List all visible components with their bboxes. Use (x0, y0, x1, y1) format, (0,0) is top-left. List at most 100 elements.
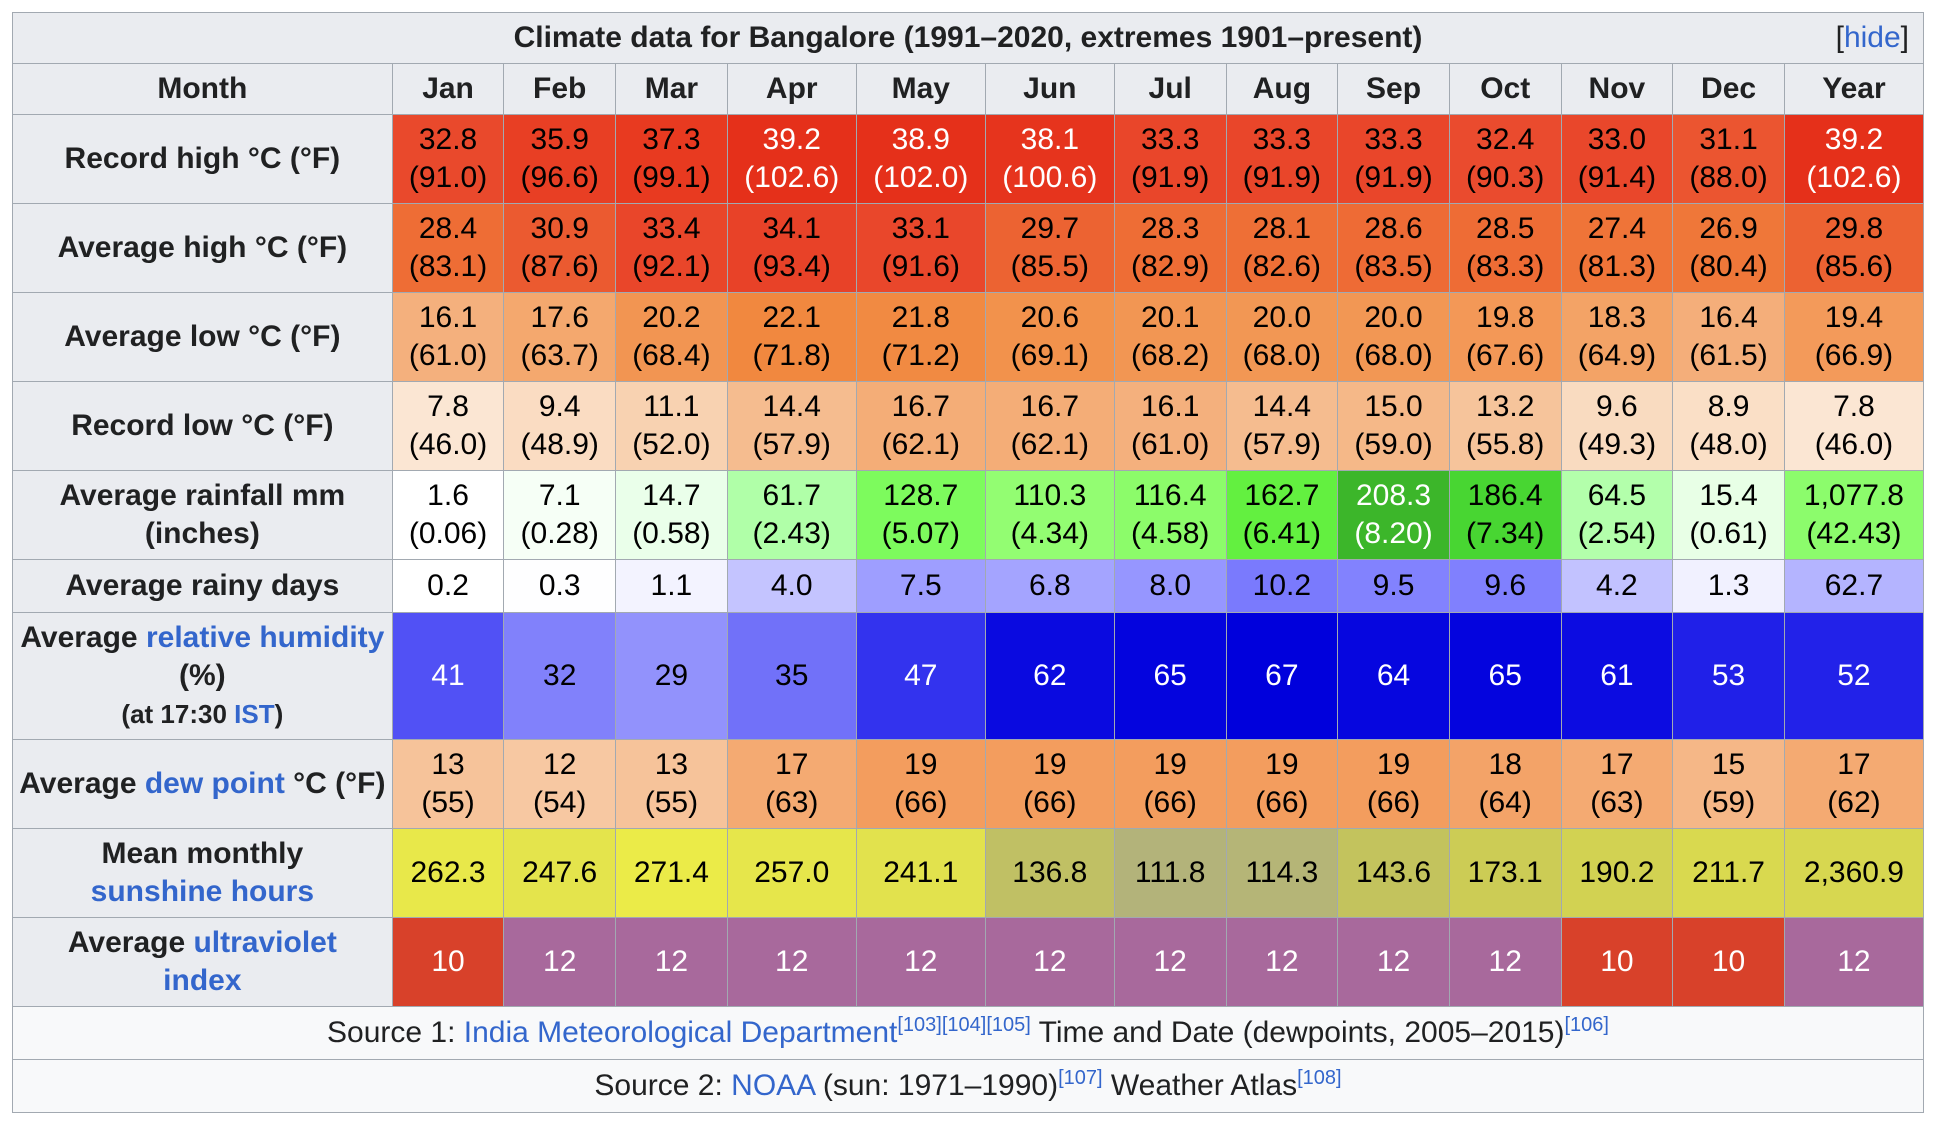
cell-value-imperial: (46.0) (1814, 428, 1894, 461)
cell-value-imperial: (92.1) (632, 250, 711, 283)
data-cell: 53 (1672, 612, 1785, 740)
cell-value-imperial: (82.6) (1242, 250, 1322, 283)
cell-value-imperial: (61.0) (1131, 428, 1210, 461)
cell-value-imperial: (99.1) (632, 161, 711, 194)
citation-superscript: [107] (1058, 1067, 1102, 1089)
row-header-link[interactable]: relative humidity (145, 621, 385, 654)
table-row: Average relative humidity (%) (at 17:30 I… (12, 612, 1925, 740)
cell-value: 16.1 (418, 301, 478, 334)
data-cell: 38.9 (102.0) (855, 114, 986, 204)
data-cell: 1.6 (0.06) (391, 470, 505, 560)
cell-value: 67 (1265, 659, 1299, 692)
cell-value-imperial: (87.6) (520, 250, 599, 283)
row-header: Average relative humidity (%) (at 17:30 I… (12, 612, 393, 740)
data-cell: 12 (503, 917, 617, 1007)
citation-link[interactable]: [107] (1058, 1067, 1103, 1089)
cell-value: 38.9 (891, 123, 950, 156)
cell-value: 33.4 (642, 212, 701, 245)
climate-table: Climate data for Bangalore (1991–2020, e… (12, 12, 1925, 1113)
column-header-feb: Feb (503, 63, 617, 115)
cell-value: 65 (1153, 659, 1187, 692)
row-header-link[interactable]: sunshine hours (90, 875, 315, 908)
data-cell: 14.4 (57.9) (1225, 381, 1339, 471)
source-link[interactable]: NOAA (731, 1069, 815, 1102)
data-cell: 8.0 (1113, 559, 1227, 613)
cell-value-imperial: (68.0) (1354, 339, 1433, 372)
data-cell: 13.2 (55.8) (1448, 381, 1562, 471)
data-cell: 173.1 (1448, 828, 1562, 918)
table-row: Mean monthly sunshine hours 262.3 247.6 271.… (12, 828, 1925, 918)
cell-value: 173.1 (1467, 856, 1543, 889)
data-cell: 67 (1225, 612, 1339, 740)
data-cell: 247.6 (503, 828, 617, 918)
data-cell: 12 (615, 917, 728, 1007)
row-header-link[interactable]: index (163, 964, 242, 997)
cell-value: 15.4 (1699, 479, 1758, 512)
data-cell: 20.1 (68.2) (1113, 292, 1227, 382)
cell-value: 9.6 (1596, 390, 1638, 423)
cell-value: 26.9 (1699, 212, 1758, 245)
cell-value: 34.1 (762, 212, 821, 245)
cell-value: 64 (1376, 659, 1411, 692)
data-cell: 15.4 (0.61) (1672, 470, 1785, 560)
data-cell: 114.3 (1225, 828, 1339, 918)
data-cell: 62.7 (1783, 559, 1925, 613)
cell-value-imperial: (55) (421, 786, 475, 819)
citation-superscript: [103][104][105] (897, 1014, 1030, 1036)
cell-value: 32 (543, 659, 577, 692)
citation-link[interactable]: [108] (1297, 1067, 1342, 1089)
cell-value: 9.6 (1484, 569, 1527, 602)
cell-value: 17.6 (530, 301, 589, 334)
citation-link[interactable]: [103][104][105] (897, 1014, 1031, 1036)
cell-value: 0.3 (538, 569, 581, 602)
data-cell: 19 (66) (855, 739, 986, 829)
source-row: Source 2: NOAA (sun: 1971–1990)[107] Wea… (12, 1059, 1924, 1113)
cell-value-imperial: (66) (1143, 786, 1197, 819)
citation-link[interactable]: [106] (1564, 1014, 1609, 1036)
cell-value: 28.5 (1476, 212, 1535, 245)
cell-value: 20.6 (1020, 301, 1080, 334)
cell-value-imperial: (62) (1827, 786, 1881, 819)
row-header-link[interactable]: IST (234, 699, 275, 729)
data-cell: 33.1 (91.6) (855, 203, 986, 293)
cell-value: 1.1 (650, 569, 693, 602)
cell-value-imperial: (48.0) (1689, 428, 1768, 461)
row-header-link[interactable]: ultraviolet (193, 926, 337, 959)
data-cell: 37.3 (99.1) (615, 114, 728, 204)
column-header-mar: Mar (615, 63, 728, 115)
cell-value: 62 (1033, 659, 1067, 692)
data-cell: 13 (55) (615, 739, 728, 829)
data-cell: 32.4 (90.3) (1448, 114, 1562, 204)
cell-value-imperial: (48.9) (520, 428, 599, 461)
cell-value-imperial: (91.6) (881, 250, 960, 283)
cell-value: 41 (431, 659, 465, 692)
data-cell: 28.3 (82.9) (1113, 203, 1227, 293)
data-cell: 62 (984, 612, 1115, 740)
cell-value-imperial: (54) (533, 786, 587, 819)
cell-value: 211.7 (1692, 856, 1765, 889)
cell-value-imperial: (0.58) (632, 517, 711, 550)
data-cell: 19.4 (66.9) (1783, 292, 1925, 382)
cell-value: 31.1 (1699, 123, 1758, 156)
cell-value: 257.0 (754, 856, 830, 889)
data-cell: 15.0 (59.0) (1337, 381, 1450, 471)
data-cell: 21.8 (71.2) (855, 292, 986, 382)
cell-value-imperial: (66) (1366, 786, 1421, 819)
cell-value-imperial: (0.06) (408, 517, 488, 550)
cell-value-imperial: (81.3) (1577, 250, 1657, 283)
data-cell: 19.8 (67.6) (1448, 292, 1562, 382)
cell-value: 19 (1033, 748, 1067, 781)
row-header-link[interactable]: dew point (144, 767, 285, 800)
column-header-may: May (855, 63, 986, 115)
data-cell: 18.3 (64.9) (1560, 292, 1674, 382)
source-link[interactable]: India Meteorological Department (463, 1016, 898, 1049)
hide-link[interactable]: hide (1843, 21, 1901, 54)
data-cell: 2,360.9 (1783, 828, 1925, 918)
table-title-cell: Climate data for Bangalore (1991–2020, e… (12, 12, 1924, 64)
data-cell: 190.2 (1560, 828, 1674, 918)
cell-value-imperial: (4.34) (1010, 517, 1090, 550)
cell-value: 0.2 (427, 569, 469, 602)
cell-value-imperial: (83.3) (1466, 250, 1545, 283)
cell-value: 19 (1265, 748, 1299, 781)
data-cell: 39.2 (102.6) (1783, 114, 1925, 204)
